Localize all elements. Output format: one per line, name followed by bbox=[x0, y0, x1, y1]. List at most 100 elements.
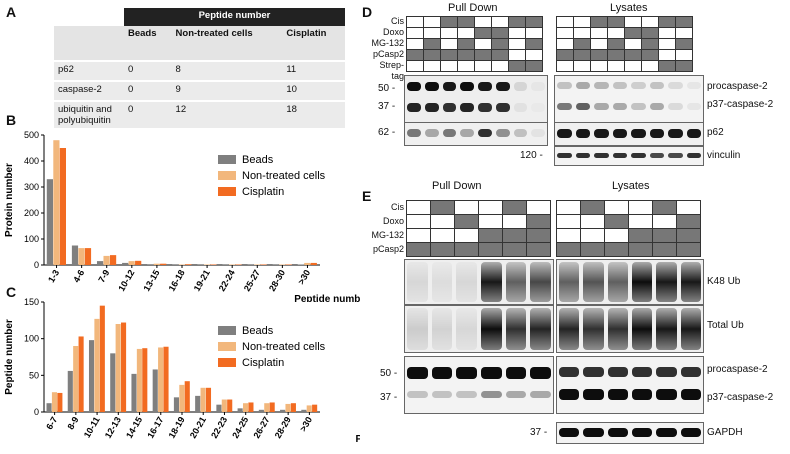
d-label-p37: p37-caspase-2 bbox=[707, 99, 774, 110]
grid-cell bbox=[580, 242, 605, 257]
bar-cisplatin bbox=[269, 402, 275, 412]
blot-band bbox=[575, 82, 590, 89]
x-tick-label: 24-25 bbox=[230, 415, 250, 440]
blot-band bbox=[460, 129, 474, 137]
y-tick-label: 100 bbox=[24, 334, 39, 344]
grid-cell bbox=[641, 16, 659, 28]
table-column-header: Cisplatin bbox=[282, 26, 345, 61]
blot-band bbox=[456, 391, 477, 398]
blot-band bbox=[607, 428, 628, 437]
bar-non-treated-cells bbox=[221, 399, 227, 412]
blot-band bbox=[607, 389, 628, 400]
blot-band bbox=[424, 103, 439, 112]
table-cell: p62 bbox=[54, 60, 124, 81]
grid-cell bbox=[573, 38, 591, 50]
blot-band bbox=[607, 262, 628, 302]
blot-band bbox=[460, 103, 474, 112]
grid-cell bbox=[556, 200, 581, 215]
blot-band bbox=[531, 129, 545, 137]
grid-cell bbox=[478, 242, 503, 257]
x-tick-label: 7-9 bbox=[96, 268, 111, 284]
blot-band bbox=[612, 129, 627, 138]
grid-row bbox=[406, 214, 551, 229]
bar-cisplatin bbox=[210, 264, 217, 265]
bar-cisplatin bbox=[78, 336, 84, 412]
blot-band bbox=[431, 262, 453, 302]
blot-band bbox=[530, 308, 551, 350]
bar-beads bbox=[110, 353, 116, 412]
blot-band bbox=[607, 367, 628, 377]
grid-cell bbox=[454, 242, 479, 257]
grid-row bbox=[406, 16, 543, 28]
blot-band bbox=[442, 103, 457, 112]
table-column-header: Non-treated cells bbox=[171, 26, 283, 61]
blot-band bbox=[407, 391, 428, 398]
x-tick-label: 8-9 bbox=[65, 415, 80, 431]
grid-cell bbox=[607, 60, 625, 72]
grid-cell bbox=[454, 214, 479, 229]
blot-band bbox=[481, 391, 502, 398]
grid-row-label: MG-132 bbox=[371, 230, 404, 240]
grid-cell bbox=[641, 49, 659, 61]
table-row: ubiquitin and polyubiquitin 0 12 18 bbox=[54, 100, 345, 128]
blot-band bbox=[680, 262, 701, 302]
blot-band bbox=[632, 262, 653, 302]
grid-cell bbox=[556, 38, 574, 50]
grid-row bbox=[556, 49, 693, 61]
bar-cisplatin bbox=[109, 255, 117, 265]
table-group-header: Peptide number bbox=[124, 8, 345, 26]
blot-band bbox=[424, 82, 439, 91]
grid-cell bbox=[491, 16, 509, 28]
blot-band bbox=[612, 103, 627, 110]
table-row: caspase-2 0 9 10 bbox=[54, 80, 345, 101]
grid-cell bbox=[624, 38, 642, 50]
grid-row-label: Cis bbox=[391, 16, 404, 26]
blot-band bbox=[559, 367, 580, 377]
grid-cell bbox=[556, 214, 581, 229]
bar-beads bbox=[216, 404, 222, 412]
bar-beads bbox=[122, 262, 129, 265]
table-cell: 8 bbox=[171, 60, 283, 81]
blot-band bbox=[656, 308, 677, 350]
y-tick-label: 50 bbox=[29, 370, 39, 380]
blot-band bbox=[495, 129, 510, 137]
blot-band bbox=[530, 367, 551, 379]
blot-band bbox=[505, 391, 527, 398]
grid-cell bbox=[423, 60, 441, 72]
grid-cell bbox=[457, 38, 475, 50]
grid-cell bbox=[556, 27, 574, 39]
x-tick-label: 16-17 bbox=[145, 415, 165, 440]
grid-cell bbox=[580, 214, 605, 229]
blot-band bbox=[460, 82, 474, 91]
grid-cell bbox=[573, 27, 591, 39]
d-mw-62: 62 - bbox=[378, 127, 396, 138]
blot-band bbox=[668, 103, 683, 110]
grid-cell bbox=[478, 200, 503, 215]
grid-row bbox=[556, 242, 701, 257]
bar-non-treated-cells bbox=[304, 262, 311, 265]
grid-cell bbox=[525, 38, 543, 50]
bar-cisplatin bbox=[99, 305, 105, 412]
grid-cell bbox=[573, 49, 591, 61]
blot-band bbox=[559, 262, 580, 302]
blot-band bbox=[668, 129, 683, 138]
y-tick-label: 300 bbox=[24, 182, 39, 192]
grid-cell bbox=[440, 60, 458, 72]
legend-swatch bbox=[218, 342, 236, 351]
blot-band bbox=[424, 129, 439, 137]
e-label-procaspase: procaspase-2 bbox=[707, 364, 768, 375]
legend-swatch bbox=[218, 171, 236, 180]
grid-cell bbox=[478, 228, 503, 243]
grid-cell bbox=[604, 214, 629, 229]
blot-band bbox=[431, 367, 453, 379]
d-label-procaspase: procaspase-2 bbox=[707, 81, 768, 92]
legend-label: Beads bbox=[242, 154, 274, 166]
grid-cell bbox=[590, 49, 608, 61]
bar-beads bbox=[173, 397, 179, 412]
bar-cisplatin bbox=[185, 264, 192, 265]
table-cell: 0 bbox=[124, 100, 172, 128]
panel-label-b: B bbox=[6, 112, 17, 128]
bar-non-treated-cells bbox=[178, 264, 185, 265]
blot-band bbox=[513, 103, 528, 112]
